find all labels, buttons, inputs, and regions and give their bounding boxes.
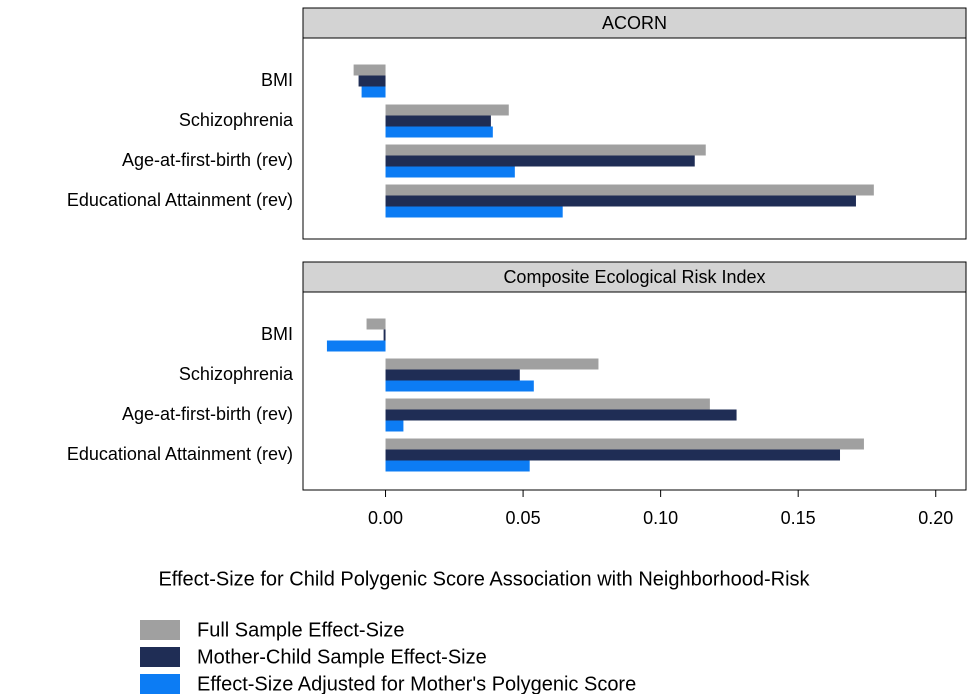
y-tick-label: Schizophrenia (179, 110, 294, 130)
legend-swatch (140, 674, 180, 694)
bar (385, 144, 706, 156)
bar (383, 329, 386, 341)
legend-label: Effect-Size Adjusted for Mother's Polyge… (197, 673, 636, 694)
bar (358, 75, 386, 87)
bar (353, 64, 386, 76)
bar (385, 420, 404, 432)
bar (385, 184, 874, 196)
bar (385, 380, 534, 392)
panel-title: Composite Ecological Risk Index (503, 267, 765, 287)
bar (385, 115, 491, 127)
bar (385, 398, 710, 410)
bar (385, 409, 737, 421)
bar (385, 369, 520, 381)
legend-swatch (140, 647, 180, 667)
legend-label: Full Sample Effect-Size (197, 619, 405, 641)
bar (385, 126, 493, 138)
strip (302, 261, 967, 293)
bar (385, 155, 695, 167)
panel-frame (302, 291, 967, 491)
bar (385, 460, 530, 472)
y-tick-label: Educational Attainment (rev) (67, 190, 293, 210)
y-tick-label: Schizophrenia (179, 364, 294, 384)
bar (385, 195, 856, 207)
panel-frame (302, 37, 967, 240)
bar (326, 340, 386, 352)
y-tick-label: Age-at-first-birth (rev) (122, 404, 293, 424)
x-tick-label: 0.05 (506, 508, 541, 528)
x-tick-label: 0.10 (643, 508, 678, 528)
y-tick-label: Age-at-first-birth (rev) (122, 150, 293, 170)
bar (385, 206, 563, 218)
bar (385, 438, 864, 450)
legend-label: Mother-Child Sample Effect-Size (197, 646, 487, 668)
y-tick-label: BMI (261, 324, 293, 344)
panel-title: ACORN (602, 13, 667, 33)
bar (361, 86, 386, 98)
bar (385, 166, 515, 178)
x-tick-label: 0.20 (918, 508, 953, 528)
x-axis-label: Effect-Size for Child Polygenic Score As… (158, 568, 810, 590)
y-tick-label: Educational Attainment (rev) (67, 444, 293, 464)
x-tick-label: 0.15 (781, 508, 816, 528)
legend-swatch (140, 620, 180, 640)
strip (302, 7, 967, 39)
bar (366, 318, 386, 330)
bar (385, 104, 509, 116)
bar (385, 358, 599, 370)
y-tick-label: BMI (261, 70, 293, 90)
bar (385, 449, 841, 461)
x-tick-label: 0.00 (368, 508, 403, 528)
